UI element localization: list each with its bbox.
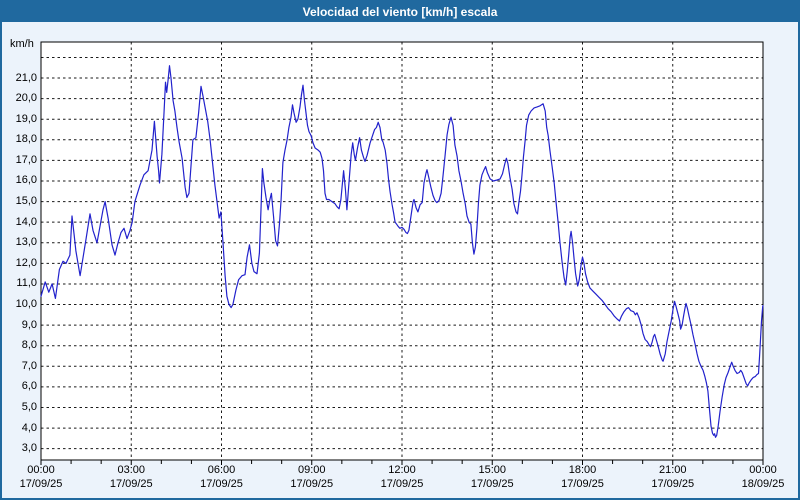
y-tick-label: 17,0: [15, 153, 37, 166]
x-tick-date: 17/09/25: [561, 478, 604, 490]
x-tick-time: 15:00: [478, 464, 507, 476]
y-tick-label: 8,0: [21, 339, 37, 352]
x-tick-date: 17/09/25: [470, 478, 514, 490]
y-tick-label: 21,0: [15, 71, 37, 84]
x-tick-time: 09:00: [297, 464, 326, 476]
y-tick-label: 15,0: [15, 195, 37, 208]
x-tick-date: 17/09/25: [651, 478, 695, 490]
y-tick-label: 5,0: [21, 400, 37, 413]
x-tick-date: 17/09/25: [290, 478, 334, 490]
y-tick-label: 19,0: [15, 112, 37, 125]
x-tick-time: 18:00: [568, 464, 597, 476]
x-tick-time: 06:00: [207, 464, 236, 476]
y-tick-label: 16,0: [15, 174, 37, 187]
x-tick-time: 12:00: [388, 464, 416, 476]
y-tick-label: 4,0: [21, 421, 37, 434]
wind-speed-line: [40, 65, 764, 438]
x-tick-time: 00:00: [749, 464, 777, 476]
x-tick-time: 03:00: [117, 464, 146, 476]
x-tick-date: 17/09/25: [380, 478, 424, 490]
x-tick-time: 21:00: [658, 464, 687, 476]
y-tick-label: 12,0: [15, 256, 37, 269]
x-tick-date: 18/09/25: [741, 478, 785, 490]
y-tick-label: 20,0: [15, 92, 37, 105]
y-tick-label: 6,0: [21, 380, 37, 393]
chart-title: Velocidad del viento [km/h] escala: [302, 5, 498, 19]
y-tick-label: 9,0: [21, 318, 37, 331]
x-tick-date: 17/09/25: [200, 478, 243, 490]
y-tick-label: 18,0: [15, 133, 37, 146]
y-tick-label: 13,0: [15, 236, 37, 249]
x-tick-date: 17/09/25: [109, 478, 153, 490]
y-tick-label: 11,0: [16, 277, 37, 290]
y-tick-label: 7,0: [21, 359, 37, 372]
y-axis-unit-label: km/h: [10, 38, 34, 50]
y-tick-label: 10,0: [15, 298, 37, 311]
x-tick-time: 00:00: [27, 464, 55, 476]
x-tick-date: 17/09/25: [19, 478, 63, 490]
y-tick-label: 14,0: [15, 215, 37, 228]
y-tick-label: 3,0: [21, 442, 37, 455]
title-bar: Velocidad del viento [km/h] escala: [2, 2, 798, 22]
